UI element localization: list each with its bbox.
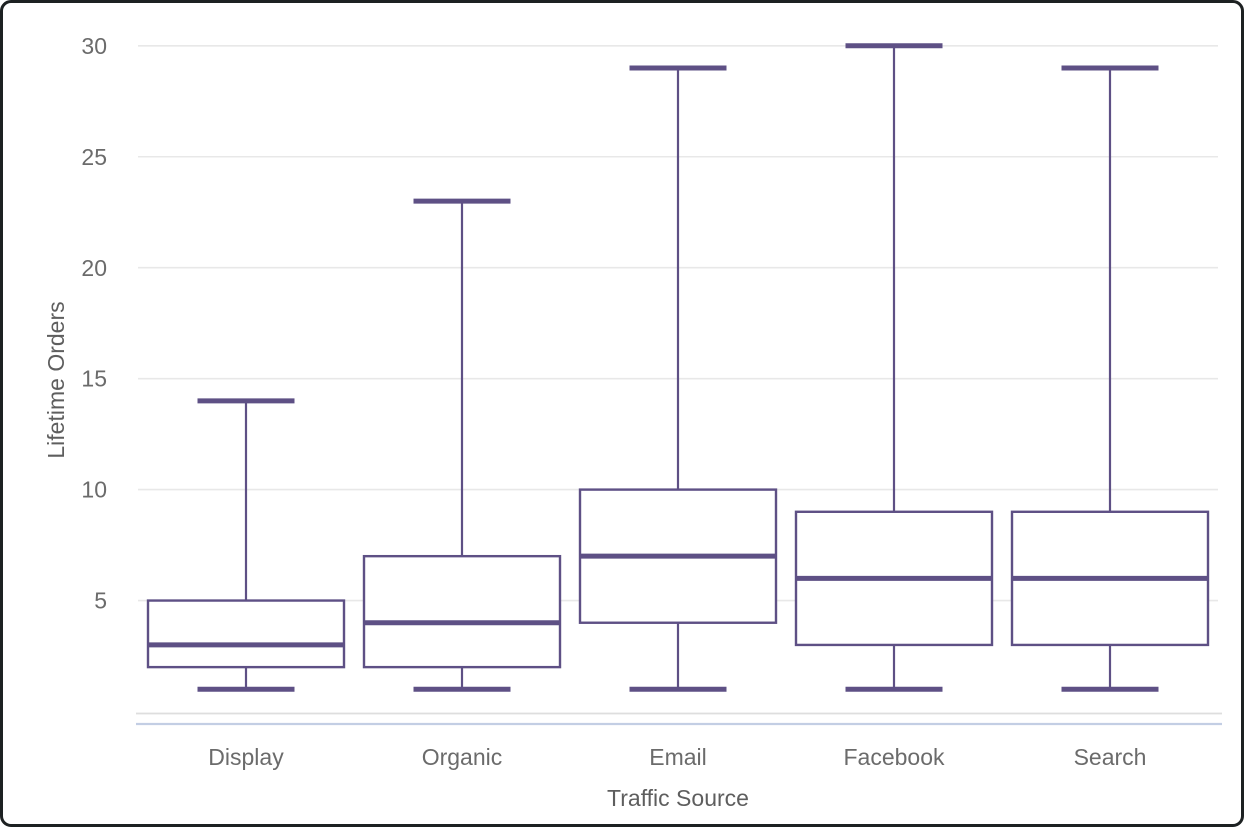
box-email[interactable]	[578, 65, 778, 692]
box-display[interactable]	[146, 398, 346, 692]
series-layer	[146, 43, 1210, 692]
box-organic[interactable]	[362, 198, 562, 692]
x-category-label-display: Display	[208, 744, 284, 770]
y-tick-labels: 5 10 15 20 25 30	[81, 33, 107, 614]
box-search[interactable]	[1010, 65, 1210, 692]
box-facebook[interactable]	[794, 43, 994, 692]
x-category-label-facebook: Facebook	[843, 744, 945, 770]
x-category-labels: Display Organic Email Facebook Search	[208, 744, 1146, 770]
boxplot-canvas: 5 10 15 20 25 30 Display Organic Email Facebook S…	[43, 33, 1222, 811]
iqr-box	[362, 554, 562, 669]
iqr-box	[146, 599, 346, 669]
y-axis-title: Lifetime Orders	[43, 301, 69, 458]
y-tick-label-10: 10	[81, 477, 107, 503]
x-category-label-organic: Organic	[422, 744, 503, 770]
axis-lines-layer	[136, 712, 1222, 726]
y-tick-label-30: 30	[81, 33, 107, 59]
y-tick-label-15: 15	[81, 366, 107, 392]
x-axis-title: Traffic Source	[607, 785, 749, 811]
y-tick-label-20: 20	[81, 255, 107, 281]
x-category-label-search: Search	[1074, 744, 1147, 770]
y-tick-label-25: 25	[81, 144, 107, 170]
y-tick-label-5: 5	[94, 588, 107, 614]
x-category-label-email: Email	[649, 744, 707, 770]
